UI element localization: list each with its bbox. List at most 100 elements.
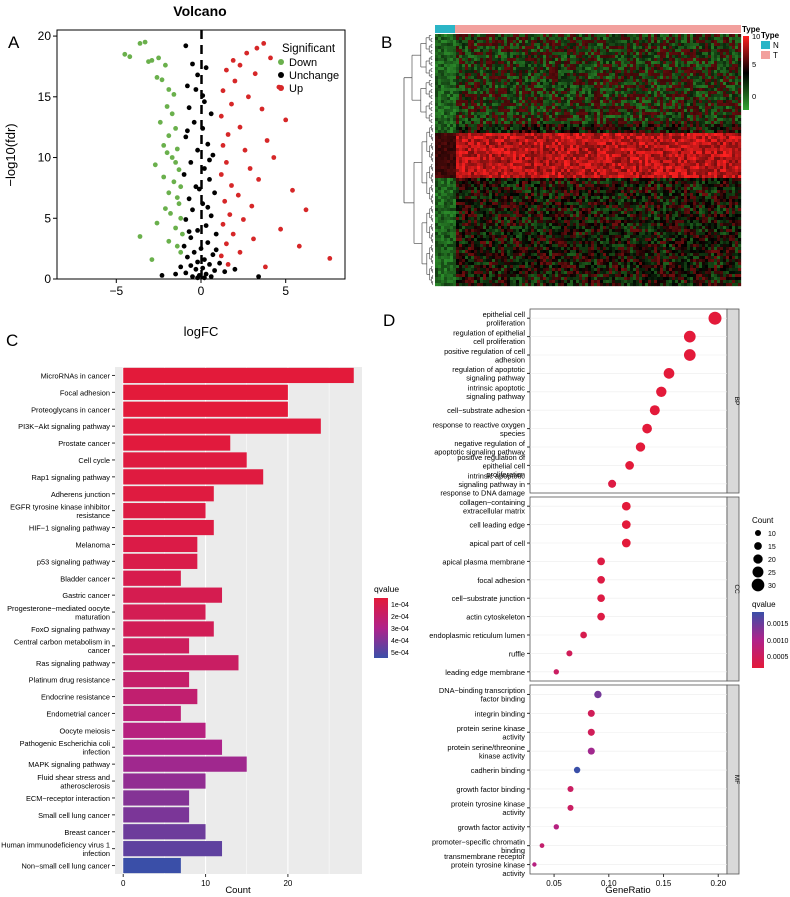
heatmap-cell [558, 133, 562, 137]
heatmap-cell [480, 127, 484, 131]
heatmap-cell [438, 103, 442, 107]
heatmap-cell [585, 148, 589, 152]
heatmap-cell [444, 124, 448, 128]
heatmap-cell [561, 52, 565, 56]
heatmap-cell [690, 55, 694, 59]
heatmap-cell [705, 109, 709, 113]
heatmap-cell [678, 112, 682, 116]
heatmap-cell [735, 121, 739, 125]
heatmap-cell [675, 37, 679, 41]
heatmap-cell [468, 139, 472, 143]
heatmap-cell [690, 151, 694, 155]
heatmap-cell [447, 127, 451, 131]
heatmap-cell [453, 97, 457, 101]
heatmap-cell [588, 112, 592, 116]
heatmap-cell [519, 112, 523, 116]
heatmap-cell [609, 97, 613, 101]
heatmap-cell [459, 133, 463, 137]
heatmap-cell [558, 67, 562, 71]
heatmap-cell [549, 79, 553, 83]
heatmap-cell [465, 157, 469, 161]
heatmap-cell [633, 73, 637, 77]
heatmap-cell [447, 34, 451, 38]
heatmap-cell [528, 58, 532, 62]
heatmap-cell [729, 151, 733, 155]
heatmap-cell [729, 70, 733, 74]
heatmap-cell [579, 157, 583, 161]
heatmap-cell [708, 76, 712, 80]
heatmap-cell [645, 151, 649, 155]
heatmap-cell [450, 130, 454, 134]
heatmap-cell [516, 88, 520, 92]
heatmap-cell [483, 109, 487, 113]
heatmap-cell [573, 103, 577, 107]
heatmap-cell [687, 142, 691, 146]
heatmap-cell [654, 130, 658, 134]
heatmap-cell [492, 61, 496, 65]
heatmap-cell [624, 97, 628, 101]
heatmap-cell [669, 148, 673, 152]
heatmap-cell [579, 109, 583, 113]
heatmap-cell [585, 145, 589, 149]
heatmap-cell [726, 106, 730, 110]
heatmap-cell [675, 61, 679, 65]
heatmap-cell [513, 94, 517, 98]
heatmap-cell [687, 118, 691, 122]
heatmap-cell [729, 115, 733, 119]
heatmap-cell [738, 76, 742, 80]
heatmap-cell [714, 133, 718, 137]
heatmap-cell [525, 127, 529, 131]
heatmap-cell [633, 91, 637, 95]
heatmap-cell [666, 151, 670, 155]
heatmap-cell [552, 55, 556, 59]
heatmap-cell [501, 40, 505, 44]
heatmap-cell [501, 46, 505, 50]
heatmap-cell [501, 70, 505, 74]
heatmap-cell [672, 88, 676, 92]
heatmap-cell [714, 70, 718, 74]
heatmap-cell [642, 70, 646, 74]
heatmap-cell [588, 85, 592, 89]
heatmap-cell [522, 139, 526, 143]
heatmap-cell [465, 124, 469, 128]
heatmap-cell [564, 85, 568, 89]
heatmap-cell [732, 64, 736, 68]
heatmap-cell [588, 46, 592, 50]
heatmap-cell [627, 55, 631, 59]
heatmap-cell [606, 139, 610, 143]
heatmap-cell [555, 40, 559, 44]
heatmap-cell [495, 61, 499, 65]
heatmap-cell [723, 58, 727, 62]
heatmap-cell [699, 46, 703, 50]
heatmap-cell [459, 124, 463, 128]
heatmap-cell [462, 85, 466, 89]
heatmap-cell [639, 103, 643, 107]
heatmap-cell [555, 124, 559, 128]
heatmap-cell [459, 115, 463, 119]
heatmap-cell [609, 64, 613, 68]
heatmap-cell [540, 49, 544, 53]
volcano-point-unchange [183, 43, 189, 49]
heatmap-cell [624, 91, 628, 95]
heatmap-cell [729, 97, 733, 101]
heatmap-cell [696, 100, 700, 104]
heatmap-cell [537, 139, 541, 143]
heatmap-cell [636, 49, 640, 53]
heatmap-cell [507, 166, 511, 170]
heatmap-cell [564, 94, 568, 98]
heatmap-cell [513, 127, 517, 131]
heatmap-cell [516, 121, 520, 125]
heatmap-cell [663, 136, 667, 140]
heatmap-cell [618, 139, 622, 143]
heatmap-cell [504, 40, 508, 44]
heatmap-cell [648, 160, 652, 164]
heatmap-cell [540, 88, 544, 92]
heatmap-cell [519, 37, 523, 41]
heatmap-cell [558, 127, 562, 131]
heatmap-cell [492, 97, 496, 101]
heatmap-cell [588, 142, 592, 146]
heatmap-cell [660, 112, 664, 116]
heatmap-cell [675, 124, 679, 128]
heatmap-cell [600, 136, 604, 140]
heatmap-cell [738, 40, 742, 44]
